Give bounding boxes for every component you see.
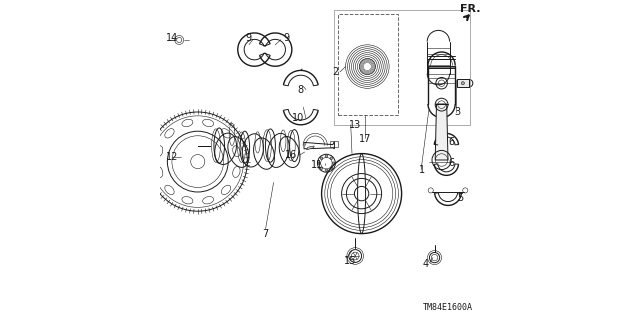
Polygon shape [307, 146, 314, 150]
Text: 2: 2 [332, 67, 339, 77]
Bar [338, 14, 398, 115]
Text: 9: 9 [245, 33, 251, 44]
Circle shape [461, 82, 465, 85]
Circle shape [332, 162, 335, 164]
Circle shape [320, 167, 323, 170]
Text: 8: 8 [298, 84, 304, 95]
Text: 10: 10 [292, 113, 304, 124]
Text: 4: 4 [422, 259, 429, 269]
Circle shape [325, 155, 328, 157]
Text: 17: 17 [358, 134, 371, 144]
Text: 16: 16 [285, 150, 298, 160]
Text: 1: 1 [419, 164, 426, 175]
Text: 6: 6 [448, 158, 454, 168]
Circle shape [318, 162, 321, 164]
Circle shape [325, 169, 328, 172]
Text: 12: 12 [166, 152, 178, 162]
Bar [330, 141, 338, 147]
Text: 6: 6 [448, 137, 454, 148]
Text: 5: 5 [458, 193, 464, 204]
Circle shape [320, 157, 323, 159]
Text: TM84E1600A: TM84E1600A [423, 303, 473, 312]
Text: 14: 14 [166, 33, 178, 44]
Text: 13: 13 [349, 120, 361, 130]
Circle shape [330, 157, 333, 159]
Text: 3: 3 [454, 107, 461, 117]
Text: 11: 11 [311, 160, 323, 170]
Text: 7: 7 [262, 228, 269, 239]
Bar [457, 79, 469, 87]
Text: 9: 9 [283, 33, 289, 44]
Polygon shape [435, 104, 448, 160]
Circle shape [330, 167, 333, 170]
Text: 15: 15 [344, 256, 356, 266]
Text: FR.: FR. [460, 4, 480, 14]
Bar [334, 10, 470, 125]
